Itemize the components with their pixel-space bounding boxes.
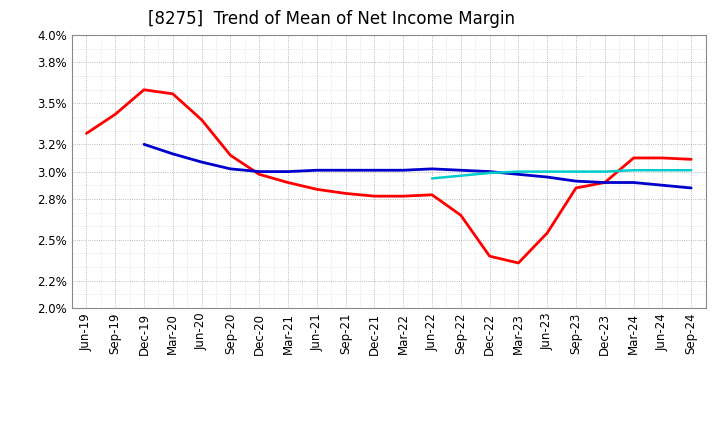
3 Years: [514, 260, 523, 266]
5 Years: [399, 168, 408, 173]
5 Years: [284, 169, 292, 174]
Line: 7 Years: 7 Years: [432, 170, 691, 179]
Line: 5 Years: 5 Years: [144, 144, 691, 188]
5 Years: [341, 168, 350, 173]
3 Years: [658, 155, 667, 161]
3 Years: [168, 91, 177, 96]
7 Years: [572, 169, 580, 174]
5 Years: [226, 166, 235, 172]
5 Years: [485, 169, 494, 174]
5 Years: [687, 185, 696, 191]
Line: 3 Years: 3 Years: [86, 90, 691, 263]
5 Years: [168, 151, 177, 157]
5 Years: [197, 159, 206, 165]
3 Years: [485, 253, 494, 259]
5 Years: [572, 179, 580, 184]
Text: [8275]  Trend of Mean of Net Income Margin: [8275] Trend of Mean of Net Income Margi…: [148, 10, 515, 28]
7 Years: [428, 176, 436, 181]
3 Years: [629, 155, 638, 161]
3 Years: [197, 117, 206, 122]
5 Years: [629, 180, 638, 185]
7 Years: [485, 170, 494, 176]
3 Years: [687, 157, 696, 162]
3 Years: [428, 192, 436, 198]
7 Years: [629, 168, 638, 173]
3 Years: [312, 187, 321, 192]
5 Years: [140, 142, 148, 147]
3 Years: [399, 194, 408, 199]
5 Years: [370, 168, 379, 173]
3 Years: [82, 131, 91, 136]
3 Years: [140, 87, 148, 92]
3 Years: [543, 231, 552, 236]
7 Years: [543, 169, 552, 174]
3 Years: [370, 194, 379, 199]
3 Years: [341, 191, 350, 196]
3 Years: [111, 112, 120, 117]
5 Years: [456, 168, 465, 173]
3 Years: [226, 153, 235, 158]
7 Years: [514, 169, 523, 174]
7 Years: [658, 168, 667, 173]
5 Years: [600, 180, 609, 185]
7 Years: [456, 173, 465, 178]
3 Years: [456, 213, 465, 218]
5 Years: [312, 168, 321, 173]
3 Years: [284, 180, 292, 185]
3 Years: [255, 172, 264, 177]
7 Years: [687, 168, 696, 173]
7 Years: [600, 169, 609, 174]
5 Years: [514, 172, 523, 177]
5 Years: [255, 169, 264, 174]
5 Years: [543, 174, 552, 180]
3 Years: [600, 180, 609, 185]
3 Years: [572, 185, 580, 191]
5 Years: [428, 166, 436, 172]
5 Years: [658, 183, 667, 188]
